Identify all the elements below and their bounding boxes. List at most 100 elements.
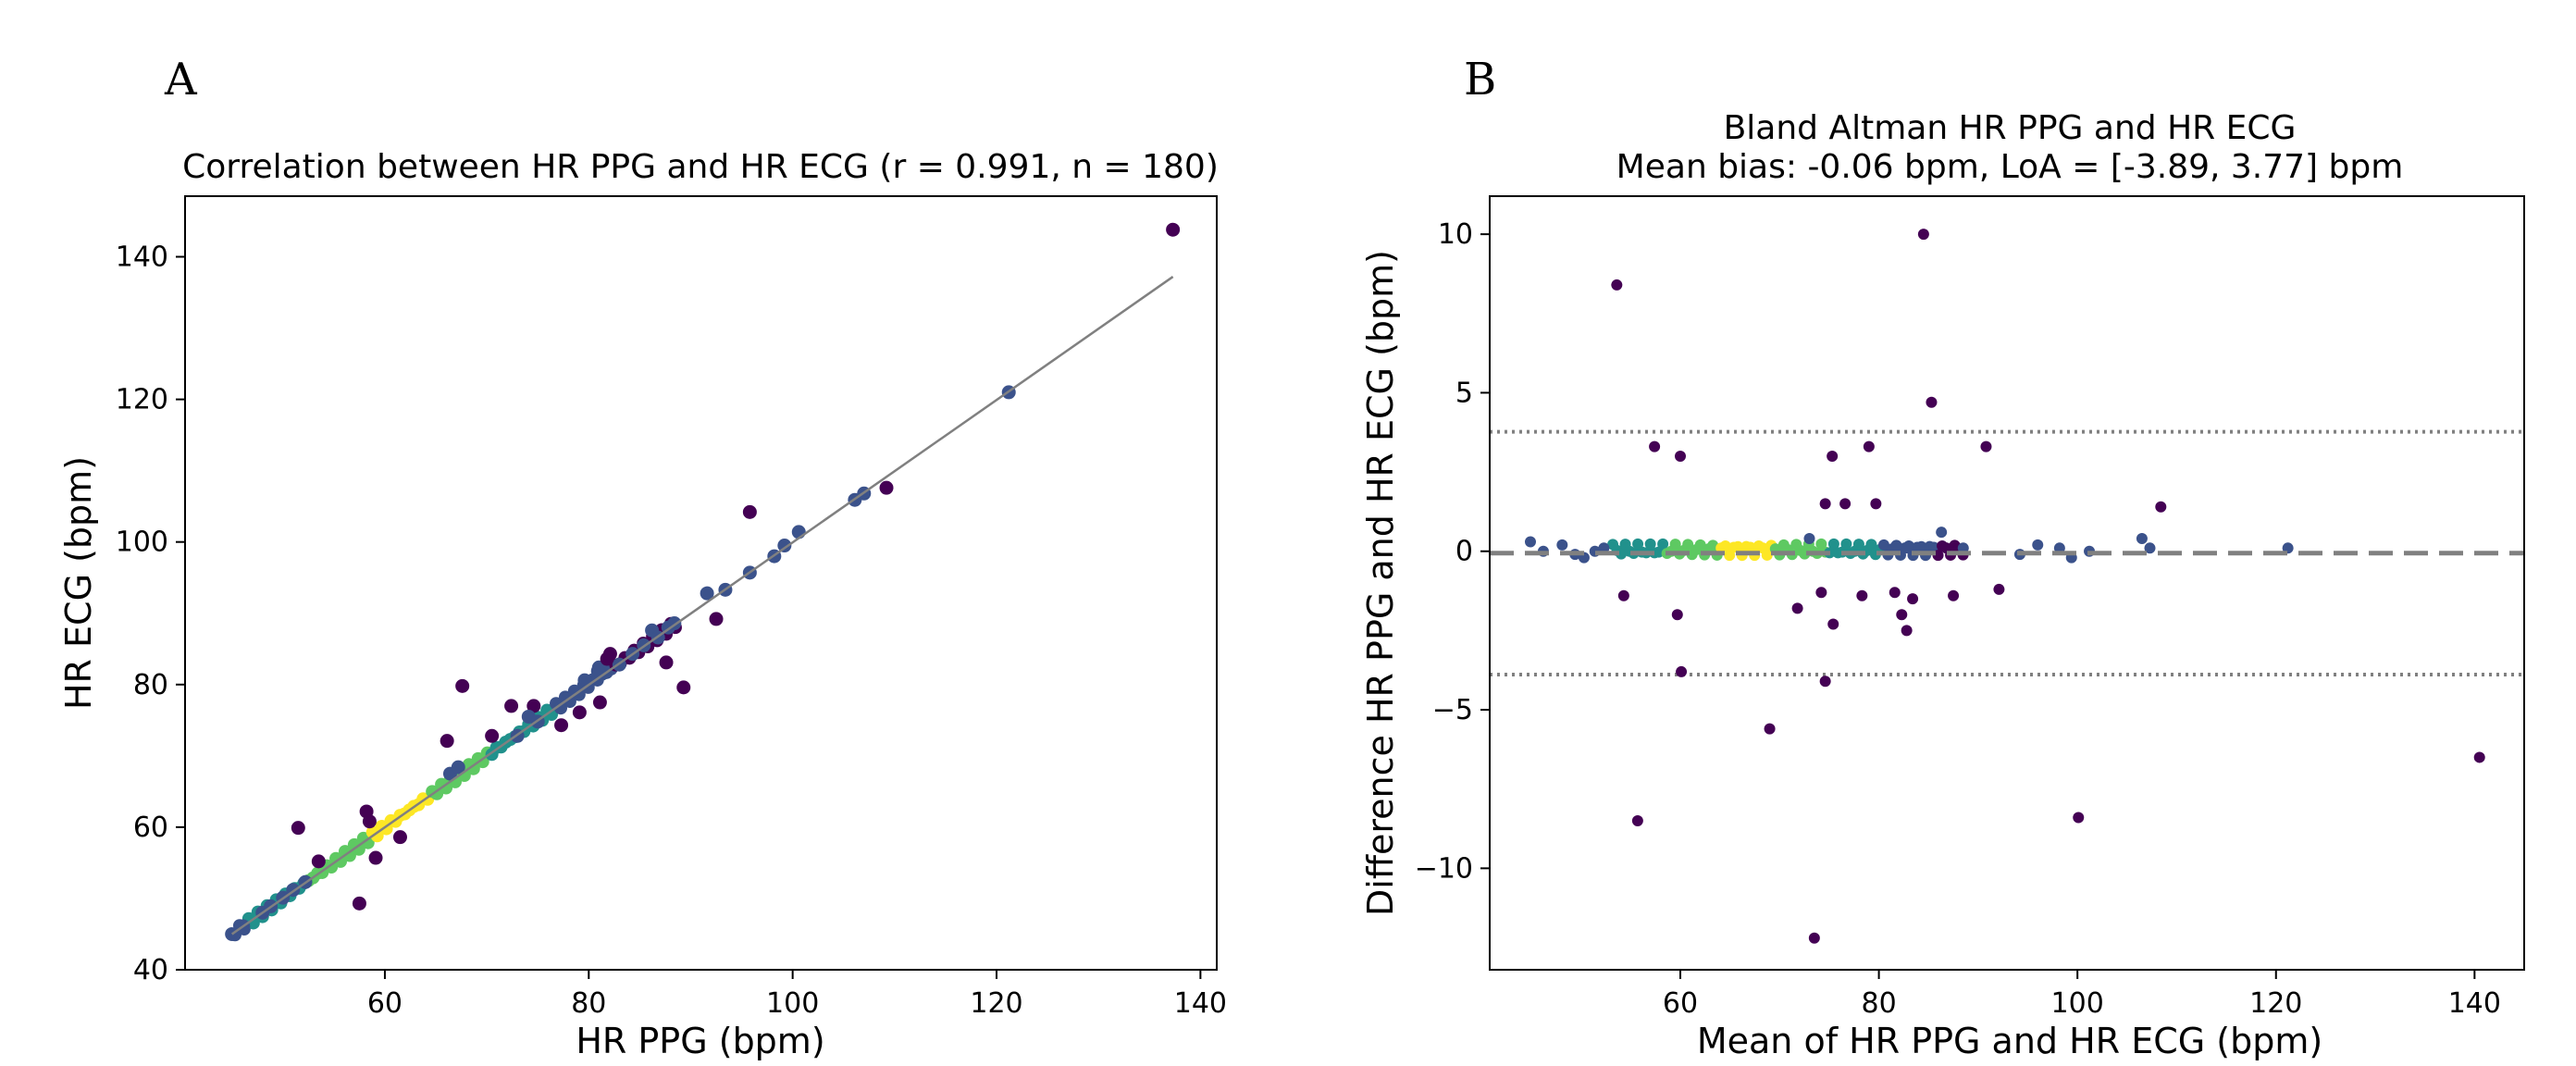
panel-b-point (1669, 539, 1681, 551)
panel-a-point (392, 830, 407, 845)
panel-b-title: Bland Altman HR PPG and HR ECG (1724, 109, 2297, 147)
panel-b-point (1803, 533, 1815, 545)
panel-a-point (246, 916, 260, 930)
panel-b-point (2144, 542, 2156, 554)
panel-b-point (1631, 814, 1643, 826)
panel-b-point (1877, 539, 1889, 551)
panel-b-point (1808, 932, 1820, 944)
panel-b-point (1856, 589, 1868, 601)
panel-a-regression-line (230, 276, 1174, 936)
panel-a-point (676, 680, 691, 695)
panel-a: A Correlation between HR PPG and HR ECG … (58, 54, 1227, 1061)
panel-b-marks (1490, 229, 2524, 944)
panel-a-ytick-label: 80 (133, 669, 168, 701)
panel-b-point (1719, 539, 1731, 552)
panel-b-point (1870, 498, 1882, 510)
panel-a-point (485, 728, 500, 743)
panel-b-point (1901, 542, 1913, 554)
panel-b-xtick-label: 60 (1663, 987, 1698, 1020)
panel-b-point (2073, 812, 2085, 824)
panel-b-xtick-label: 140 (2448, 987, 2501, 1020)
panel-b-point (1839, 498, 1852, 510)
panel-a-point (709, 612, 724, 626)
panel-a-point (440, 781, 453, 795)
panel-a-point (352, 896, 366, 911)
panel-a-point (334, 854, 348, 868)
panel-a-point (659, 655, 674, 670)
panel-a-title: Correlation between HR PPG and HR ECG (r… (182, 148, 1219, 186)
panel-a-ytick-label: 100 (116, 527, 168, 559)
panel-a-xtick-label: 100 (766, 987, 819, 1020)
panel-a-point (592, 695, 607, 710)
panel-b-point (1993, 583, 2005, 595)
panel-a-point (590, 663, 605, 678)
panel-b-point (1617, 589, 1629, 601)
panel-b-point (1827, 450, 1839, 462)
panel-a-point (879, 480, 894, 495)
panel-a-point (291, 821, 305, 836)
panel-a-ytick-label: 140 (116, 241, 168, 273)
panel-b-ytick-label: 10 (1438, 218, 1473, 251)
panel-b-point (1896, 609, 1908, 621)
panel-b-point (1675, 450, 1687, 462)
panel-a-point (577, 673, 592, 688)
panel-a-ytick-label: 60 (133, 812, 168, 844)
panel-b-point (2473, 751, 2485, 763)
panel-b-point (1901, 625, 1913, 637)
panel-b-frame (1489, 195, 2525, 971)
panel-b-ytick-label: 0 (1455, 536, 1473, 568)
panel-b-xtick-label: 100 (2051, 987, 2104, 1020)
panel-a-xtick-label: 60 (367, 987, 402, 1020)
panel-b-ytick-label: 5 (1455, 377, 1473, 409)
panel-b-point (1819, 676, 1831, 688)
panel-b-point (1732, 540, 1744, 552)
panel-a-point (554, 718, 569, 733)
panel-b-ytick-label: −5 (1432, 694, 1473, 726)
panel-a-xtick-label: 120 (970, 987, 1022, 1020)
panel-b-point (2032, 539, 2044, 551)
panel-a-point (742, 504, 757, 519)
panel-b-point (1682, 539, 1694, 551)
panel-b-point (1671, 609, 1683, 621)
panel-a-point (440, 734, 454, 749)
panel-b-xlabel: Mean of HR PPG and HR ECG (bpm) (1697, 1021, 2322, 1061)
panel-b-point (1926, 396, 1938, 408)
panel-b-point (1840, 538, 1852, 550)
panel-b-point (1827, 618, 1839, 630)
panel-b-point (1556, 539, 1568, 551)
panel-b-point (1761, 549, 1773, 561)
panel-b-point (1890, 539, 1902, 552)
panel-b-point (1948, 589, 1960, 601)
panel-a-point (572, 705, 587, 720)
panel-b-ticks: 60 80 100 120 140 −10 −5 0 5 10 (1415, 218, 2501, 1020)
panel-b-point (2155, 501, 2167, 513)
panel-b-point (1852, 539, 1864, 551)
panel-b-point (1936, 527, 1948, 539)
panel-a-point (455, 678, 470, 693)
panel-a-point (545, 707, 559, 721)
panel-b-point (1707, 539, 1719, 552)
panel-a-point (777, 539, 792, 553)
panel-a-xtick-label: 80 (571, 987, 606, 1020)
panel-b-point (1649, 440, 1661, 452)
panel-b-point (1657, 538, 1669, 550)
panel-a-point (451, 760, 465, 775)
panel-label-a: A (164, 54, 198, 105)
panel-a-frame (184, 195, 1218, 971)
panel-b-point (1815, 587, 1827, 599)
panel-b-point (1611, 279, 1623, 291)
panel-a-point (342, 849, 356, 862)
panel-a-point (352, 842, 365, 856)
panel-b-point (1865, 539, 1877, 551)
panel-b-xtick-label: 80 (1861, 987, 1896, 1020)
panel-b-point (1676, 665, 1688, 677)
panel-b-point (1907, 593, 1919, 605)
panel-b-point (1889, 587, 1901, 599)
panel-b-point (1819, 498, 1831, 510)
panel-a-point (311, 854, 326, 869)
panel-b-point (2136, 533, 2148, 545)
panel-a-ytick-label: 120 (116, 384, 168, 416)
panel-a-xtick-label: 140 (1174, 987, 1227, 1020)
panel-a-point (526, 699, 541, 713)
